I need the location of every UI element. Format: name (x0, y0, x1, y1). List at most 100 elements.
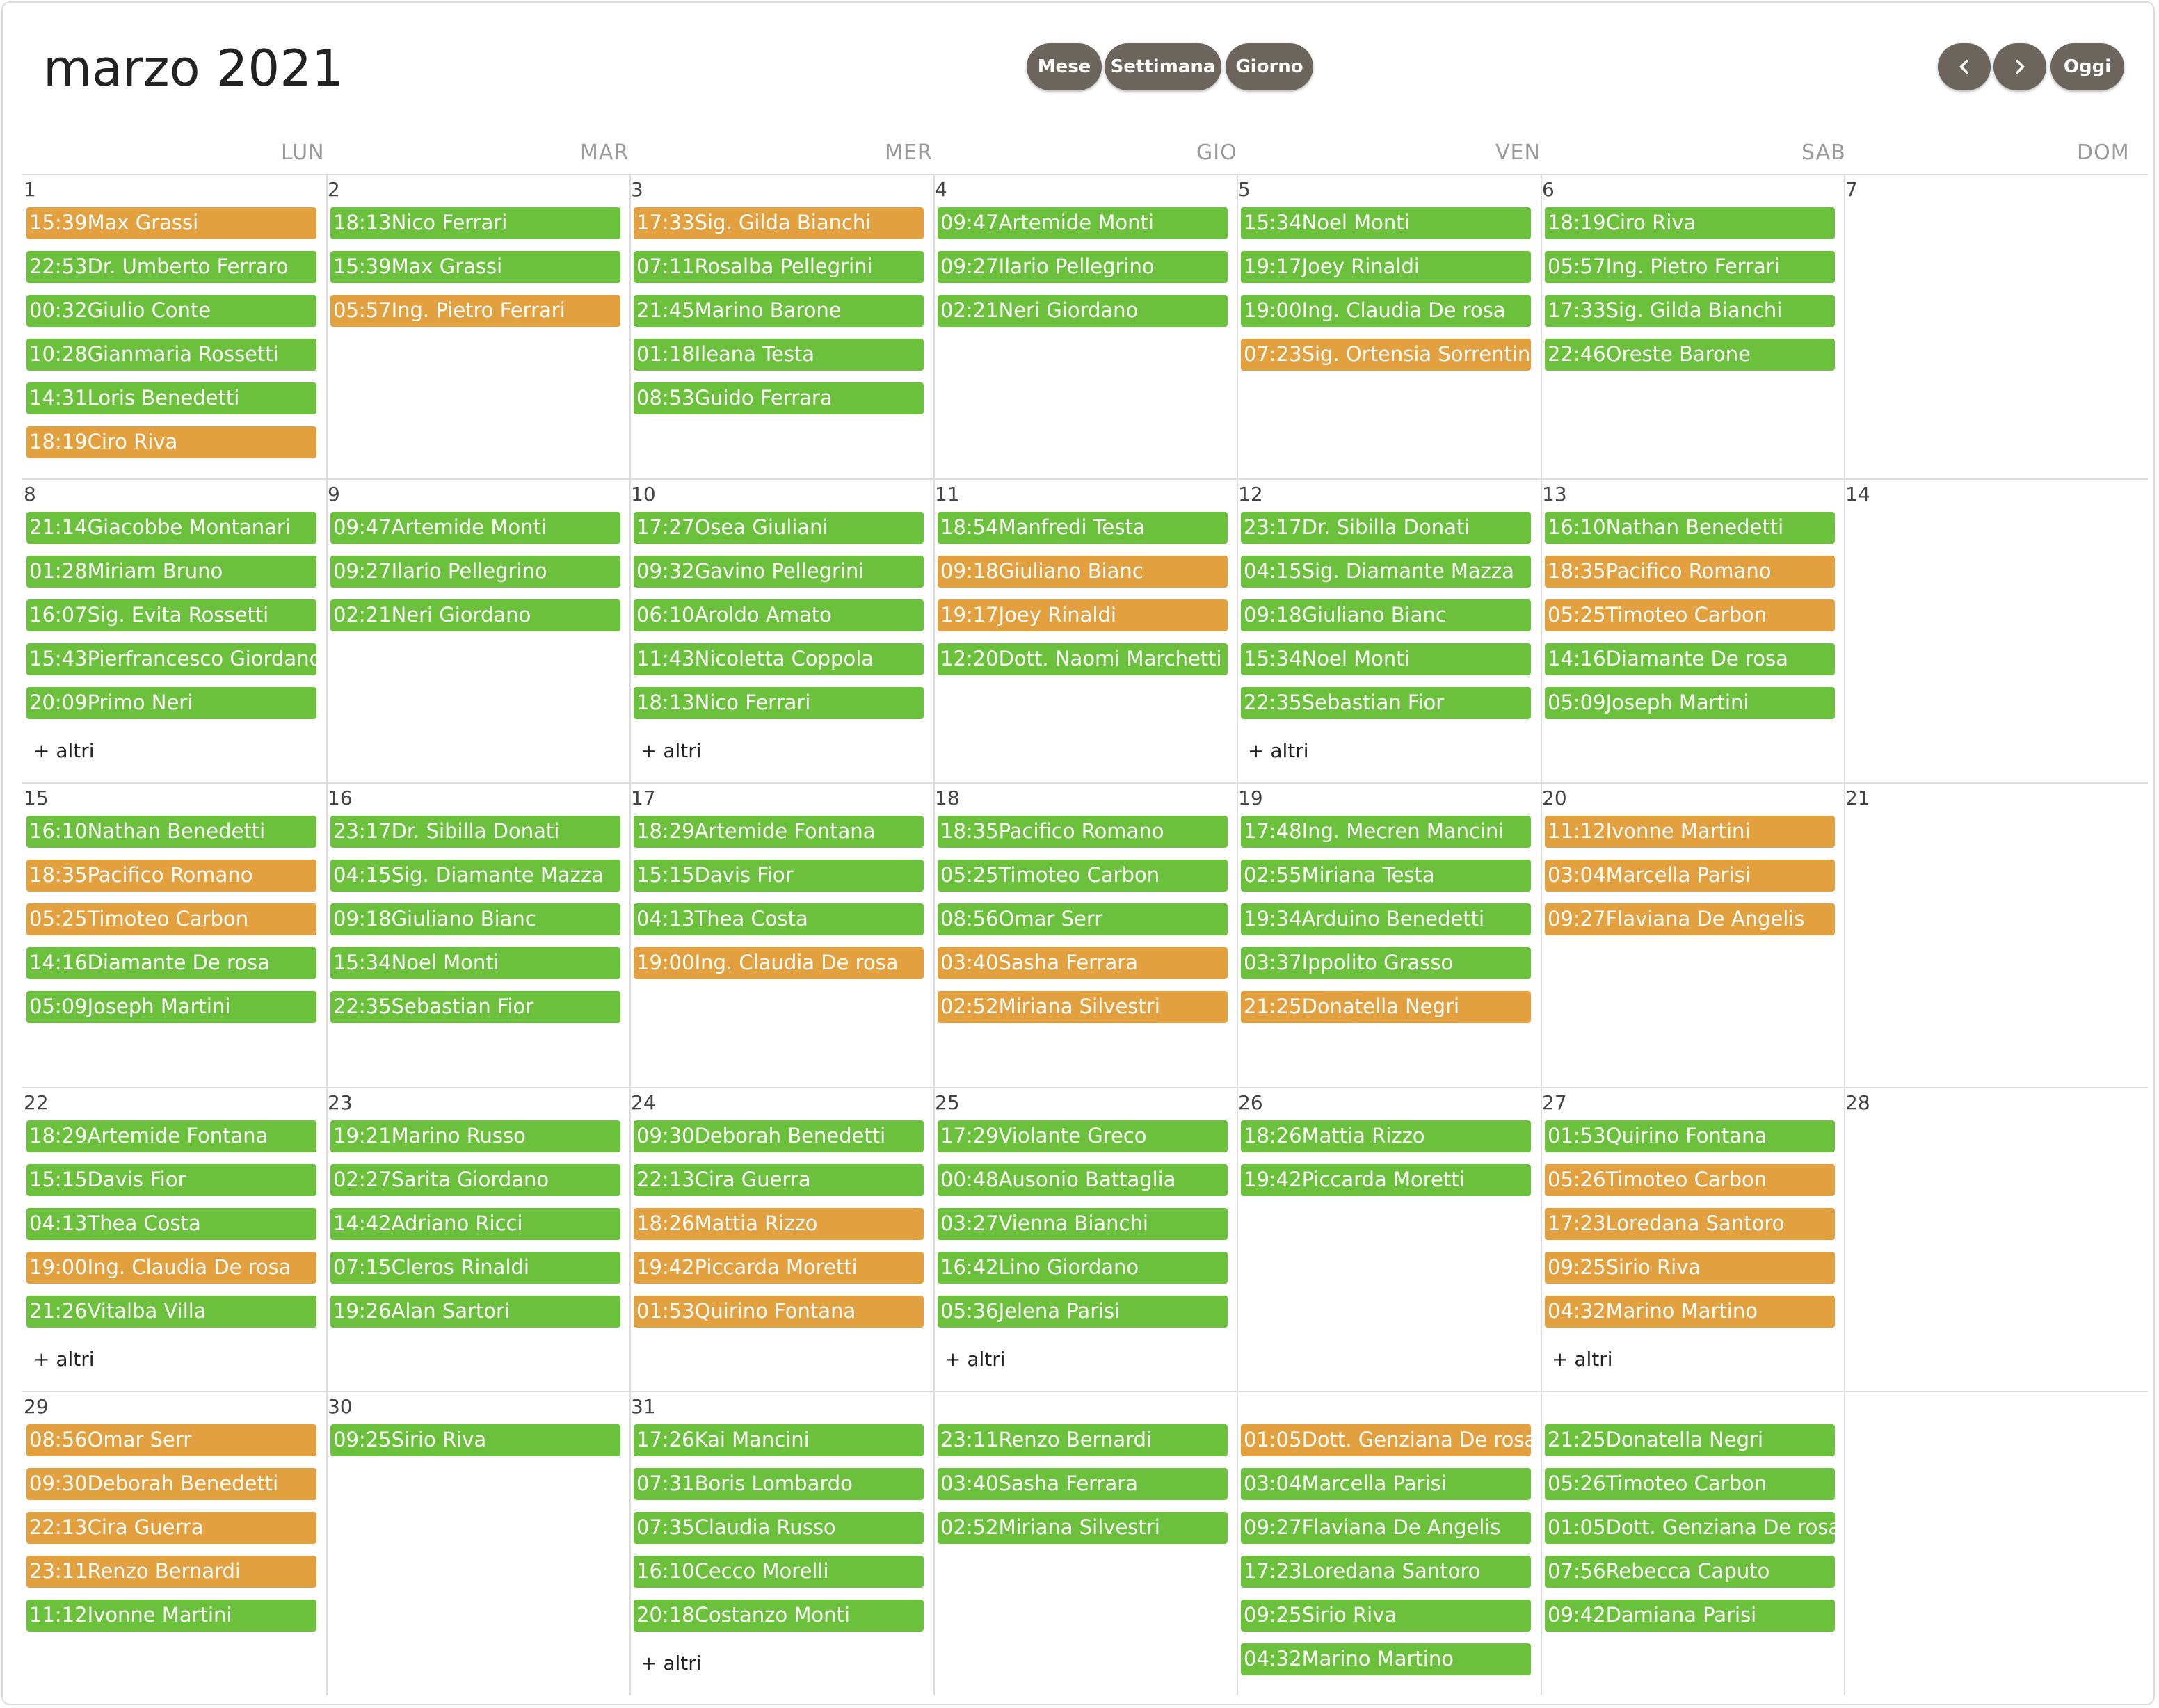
day-cell[interactable]: 18 18:35Pacifico Romano 05:25Timoteo Carbo… (933, 782, 1237, 1087)
calendar-event[interactable]: 09:27Ilario Pellegrino (330, 556, 620, 588)
calendar-event[interactable]: 16:10Cecco Morelli (634, 1556, 924, 1588)
calendar-event[interactable]: 20:18Costanzo Monti (634, 1600, 924, 1632)
calendar-event[interactable]: 17:33Sig. Gilda Bianchi (634, 207, 924, 239)
day-cell[interactable]: 13 16:10Nathan Benedetti 18:35Pacifico Rom… (1541, 478, 1845, 783)
calendar-event[interactable]: 05:25Timoteo Carbon (938, 860, 1228, 892)
calendar-event[interactable]: 00:32Giulio Conte (26, 295, 316, 327)
calendar-event[interactable]: 09:42Damiana Parisi (1545, 1600, 1835, 1632)
more-events-link[interactable]: + altri (1552, 1348, 1613, 1371)
next-button[interactable] (1993, 43, 2046, 90)
day-cell[interactable]: 1 15:39Max Grassi 22:53Dr. Umberto Ferraro… (22, 174, 326, 478)
calendar-event[interactable]: 19:17Joey Rinaldi (1241, 251, 1531, 283)
calendar-event[interactable]: 18:35Pacifico Romano (938, 816, 1228, 848)
day-cell[interactable]: 19 17:48Ing. Mecren Mancini 02:55Miriana T… (1237, 782, 1541, 1087)
day-cell[interactable]: 31 17:26Kai Mancini 07:31Boris Lombardo 07:… (629, 1391, 933, 1695)
calendar-event[interactable]: 23:11Renzo Bernardi (26, 1556, 316, 1588)
calendar-event[interactable]: 09:25Sirio Riva (330, 1424, 620, 1456)
day-cell[interactable]: 2 18:13Nico Ferrari 15:39Max Grassi 05:57In… (326, 174, 630, 478)
calendar-event[interactable]: 15:34Noel Monti (1241, 643, 1531, 675)
calendar-event[interactable]: 01:53Quirino Fontana (1545, 1120, 1835, 1152)
calendar-event[interactable]: 01:28Miriam Bruno (26, 556, 316, 588)
calendar-event[interactable]: 05:09Joseph Martini (1545, 687, 1835, 719)
calendar-event[interactable]: 10:28Gianmaria Rossetti (26, 339, 316, 371)
day-cell[interactable]: 5 15:34Noel Monti 19:17Joey Rinaldi 19:00In… (1237, 174, 1541, 478)
day-cell[interactable]: 30 09:25Sirio Riva (326, 1391, 630, 1695)
calendar-event[interactable]: 09:32Gavino Pellegrini (634, 556, 924, 588)
day-cell[interactable]: 11 18:54Manfredi Testa 09:18Giuliano Bianc… (933, 478, 1237, 783)
calendar-event[interactable]: 19:21Marino Russo (330, 1120, 620, 1152)
calendar-event[interactable]: 09:27Flaviana De Angelis (1241, 1512, 1531, 1544)
calendar-event[interactable]: 02:52Miriana Silvestri (938, 1512, 1228, 1544)
calendar-event[interactable]: 05:36Jelena Parisi (938, 1296, 1228, 1328)
calendar-event[interactable]: 18:19Ciro Riva (26, 426, 316, 458)
view-month-button[interactable]: Mese (1027, 43, 1102, 90)
calendar-event[interactable]: 03:37Ippolito Grasso (1241, 947, 1531, 979)
calendar-event[interactable]: 04:15Sig. Diamante Mazza (330, 860, 620, 892)
view-day-button[interactable]: Giorno (1226, 43, 1313, 90)
calendar-event[interactable]: 17:29Violante Greco (938, 1120, 1228, 1152)
calendar-event[interactable]: 03:04Marcella Parisi (1545, 860, 1835, 892)
calendar-event[interactable]: 15:15Davis Fior (26, 1164, 316, 1196)
calendar-event[interactable]: 22:46Oreste Barone (1545, 339, 1835, 371)
calendar-event[interactable]: 16:42Lino Giordano (938, 1252, 1228, 1284)
calendar-event[interactable]: 14:42Adriano Ricci (330, 1208, 620, 1240)
calendar-event[interactable]: 09:27Ilario Pellegrino (938, 251, 1228, 283)
calendar-event[interactable]: 18:19Ciro Riva (1545, 207, 1835, 239)
calendar-event[interactable]: 11:12Ivonne Martini (26, 1600, 316, 1632)
day-cell[interactable]: 7 (1844, 174, 2148, 478)
calendar-event[interactable]: 07:31Boris Lombardo (634, 1468, 924, 1500)
day-cell[interactable]: 16 23:17Dr. Sibilla Donati 04:15Sig. Diama… (326, 782, 630, 1087)
calendar-event[interactable]: 01:05Dott. Genziana De rosa (1545, 1512, 1835, 1544)
calendar-event[interactable]: 19:26Alan Sartori (330, 1296, 620, 1328)
calendar-event[interactable]: 18:13Nico Ferrari (634, 687, 924, 719)
calendar-event[interactable]: 09:18Giuliano Bianc (1241, 599, 1531, 631)
calendar-event[interactable]: 07:23Sig. Ortensia Sorrentino (1241, 339, 1531, 371)
calendar-event[interactable]: 14:16Diamante De rosa (26, 947, 316, 979)
today-button[interactable]: Oggi (2050, 43, 2124, 90)
calendar-event[interactable]: 14:31Loris Benedetti (26, 382, 316, 414)
calendar-event[interactable]: 02:52Miriana Silvestri (938, 991, 1228, 1023)
calendar-event[interactable]: 15:15Davis Fior (634, 860, 924, 892)
calendar-event[interactable]: 04:15Sig. Diamante Mazza (1241, 556, 1531, 588)
calendar-event[interactable]: 15:43Pierfrancesco Giordano (26, 643, 316, 675)
day-cell[interactable]: 21 (1844, 782, 2148, 1087)
calendar-event[interactable]: 08:56Omar Serr (26, 1424, 316, 1456)
calendar-event[interactable]: 09:25Sirio Riva (1545, 1252, 1835, 1284)
calendar-event[interactable]: 08:56Omar Serr (938, 903, 1228, 935)
calendar-event[interactable]: 07:35Claudia Russo (634, 1512, 924, 1544)
calendar-event[interactable]: 19:42Piccarda Moretti (1241, 1164, 1531, 1196)
calendar-event[interactable]: 17:23Loredana Santoro (1241, 1556, 1531, 1588)
day-cell[interactable]: 27 01:53Quirino Fontana 05:26Timoteo Carbo… (1541, 1087, 1845, 1392)
calendar-event[interactable]: 17:26Kai Mancini (634, 1424, 924, 1456)
calendar-event[interactable]: 18:35Pacifico Romano (1545, 556, 1835, 588)
calendar-event[interactable]: 09:18Giuliano Bianc (330, 903, 620, 935)
calendar-event[interactable]: 09:25Sirio Riva (1241, 1600, 1531, 1632)
prev-button[interactable] (1938, 43, 1991, 90)
calendar-event[interactable]: 03:40Sasha Ferrara (938, 1468, 1228, 1500)
calendar-event[interactable]: 06:10Aroldo Amato (634, 599, 924, 631)
calendar-event[interactable]: 09:27Flaviana De Angelis (1545, 903, 1835, 935)
calendar-event[interactable]: 15:39Max Grassi (330, 251, 620, 283)
day-cell[interactable]: 4 09:47Artemide Monti 09:27Ilario Pellegri… (933, 174, 1237, 478)
calendar-event[interactable]: 17:27Osea Giuliani (634, 512, 924, 544)
calendar-event[interactable]: 17:48Ing. Mecren Mancini (1241, 816, 1531, 848)
calendar-event[interactable]: 15:39Max Grassi (26, 207, 316, 239)
calendar-event[interactable]: 11:43Nicoletta Coppola (634, 643, 924, 675)
calendar-event[interactable]: 18:13Nico Ferrari (330, 207, 620, 239)
calendar-event[interactable]: 05:26Timoteo Carbon (1545, 1468, 1835, 1500)
day-cell[interactable]: 14 (1844, 478, 2148, 783)
calendar-event[interactable]: 18:29Artemide Fontana (634, 816, 924, 848)
more-events-link[interactable]: + altri (641, 1652, 702, 1675)
more-events-link[interactable]: + altri (33, 739, 95, 762)
calendar-event[interactable]: 22:13Cira Guerra (26, 1512, 316, 1544)
day-cell[interactable] (1844, 1391, 2148, 1695)
calendar-event[interactable]: 21:25Donatella Negri (1241, 991, 1531, 1023)
calendar-event[interactable]: 22:35Sebastian Fior (1241, 687, 1531, 719)
calendar-event[interactable]: 19:42Piccarda Moretti (634, 1252, 924, 1284)
calendar-event[interactable]: 18:54Manfredi Testa (938, 512, 1228, 544)
calendar-event[interactable]: 00:48Ausonio Battaglia (938, 1164, 1228, 1196)
calendar-event[interactable]: 15:34Noel Monti (330, 947, 620, 979)
calendar-event[interactable]: 23:11Renzo Bernardi (938, 1424, 1228, 1456)
day-cell[interactable]: 12 23:17Dr. Sibilla Donati 04:15Sig. Diama… (1237, 478, 1541, 783)
calendar-event[interactable]: 05:25Timoteo Carbon (1545, 599, 1835, 631)
